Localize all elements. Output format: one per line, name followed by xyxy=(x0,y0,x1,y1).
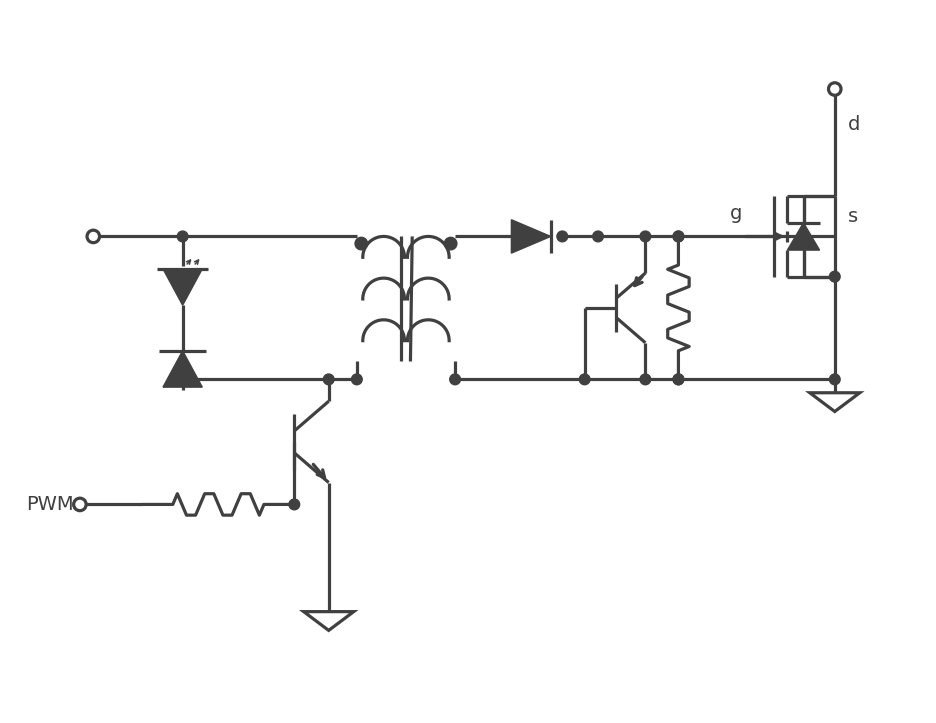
Circle shape xyxy=(444,237,457,250)
Text: d: d xyxy=(847,115,859,134)
Circle shape xyxy=(639,231,650,241)
Circle shape xyxy=(177,374,188,385)
Circle shape xyxy=(672,374,683,385)
Circle shape xyxy=(323,374,334,385)
Circle shape xyxy=(672,231,683,241)
Circle shape xyxy=(578,374,590,385)
Polygon shape xyxy=(163,351,202,387)
Text: PWM: PWM xyxy=(26,495,74,514)
Text: g: g xyxy=(729,204,742,223)
Circle shape xyxy=(351,374,362,385)
Circle shape xyxy=(177,231,188,241)
Circle shape xyxy=(828,271,840,282)
Circle shape xyxy=(672,374,683,385)
Circle shape xyxy=(592,231,603,241)
Circle shape xyxy=(355,237,367,250)
Circle shape xyxy=(672,231,683,241)
Text: s: s xyxy=(847,207,857,226)
Polygon shape xyxy=(786,223,819,250)
Circle shape xyxy=(449,374,460,385)
Polygon shape xyxy=(511,220,550,253)
Circle shape xyxy=(639,374,650,385)
Circle shape xyxy=(288,499,300,510)
Circle shape xyxy=(828,374,840,385)
Polygon shape xyxy=(163,269,202,305)
Circle shape xyxy=(556,231,567,241)
